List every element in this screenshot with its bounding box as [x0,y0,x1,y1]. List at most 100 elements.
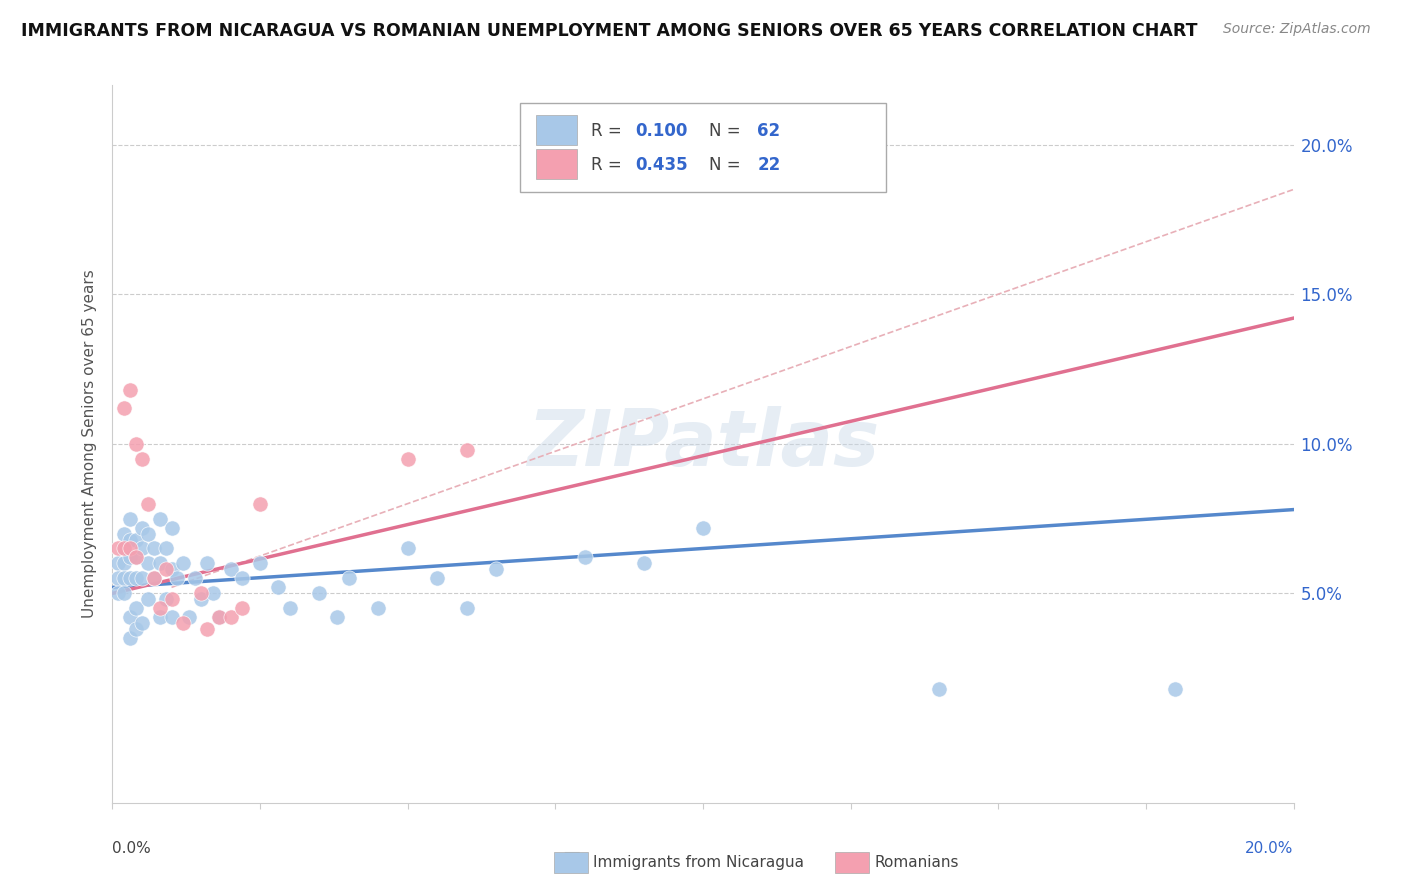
Point [149,557,172,571]
Text: □: □ [562,848,581,868]
Point [367,601,389,615]
Point [120,550,142,565]
Point [125,533,148,547]
Point [278,601,301,615]
Point [190,586,212,600]
Point [107,571,129,585]
Point [208,610,231,624]
Point [396,541,419,556]
Text: IMMIGRANTS FROM NICARAGUA VS ROMANIAN UNEMPLOYMENT AMONG SENIORS OVER 65 YEARS C: IMMIGRANTS FROM NICARAGUA VS ROMANIAN UN… [21,22,1198,40]
Point [149,511,172,525]
Point [155,562,177,576]
Text: Immigrants from Nicaragua: Immigrants from Nicaragua [593,855,804,870]
Text: 0.100: 0.100 [636,122,688,140]
Text: 0.0%: 0.0% [112,841,152,856]
Point [208,610,231,624]
Point [201,586,224,600]
Text: N =: N = [709,156,745,174]
Point [112,557,135,571]
Point [149,610,172,624]
Point [166,571,188,585]
Point [120,533,142,547]
Point [160,592,183,607]
Point [308,586,330,600]
Point [172,557,194,571]
Point [195,622,218,636]
Text: N =: N = [709,122,745,140]
Point [112,526,135,541]
Point [125,550,148,565]
Point [125,622,148,636]
Point [131,616,153,631]
Point [107,541,129,556]
Point [142,541,165,556]
Point [219,562,242,576]
Point [136,592,159,607]
Point [396,451,419,466]
Point [190,592,212,607]
Text: 20.0%: 20.0% [1246,841,1294,856]
Point [456,601,478,615]
Text: 0.435: 0.435 [636,156,689,174]
Point [125,601,148,615]
Point [142,571,165,585]
Point [160,610,183,624]
Point [160,520,183,534]
Point [249,497,271,511]
Point [231,571,253,585]
Point [120,541,142,556]
Point [219,610,242,624]
Point [155,592,177,607]
Point [485,562,508,576]
Point [136,497,159,511]
Point [633,557,655,571]
Point [267,581,290,595]
Point [179,610,201,624]
Point [337,571,360,585]
Point [184,571,207,585]
Point [155,541,177,556]
Point [107,557,129,571]
Text: 22: 22 [758,156,780,174]
Point [120,632,142,646]
Point [1164,682,1187,697]
Point [125,571,148,585]
Point [149,601,172,615]
FancyBboxPatch shape [537,149,576,178]
Point [426,571,449,585]
Point [112,571,135,585]
Point [120,383,142,397]
Point [125,436,148,450]
FancyBboxPatch shape [537,115,576,145]
Point [231,601,253,615]
Point [136,526,159,541]
Text: Source: ZipAtlas.com: Source: ZipAtlas.com [1223,22,1371,37]
Text: R =: R = [591,122,627,140]
Point [131,520,153,534]
Point [107,586,129,600]
Point [131,541,153,556]
Text: 62: 62 [758,122,780,140]
FancyBboxPatch shape [520,103,886,193]
Point [112,541,135,556]
Text: Romanians: Romanians [875,855,959,870]
Point [131,451,153,466]
Point [125,550,148,565]
Point [120,511,142,525]
Point [131,571,153,585]
Point [326,610,349,624]
Point [172,616,194,631]
Point [112,541,135,556]
Point [195,557,218,571]
Text: R =: R = [591,156,627,174]
Point [456,442,478,457]
Point [692,520,714,534]
Point [120,610,142,624]
Point [160,562,183,576]
Point [136,557,159,571]
Point [120,571,142,585]
Point [112,401,135,415]
Point [574,550,596,565]
Point [249,557,271,571]
Y-axis label: Unemployment Among Seniors over 65 years: Unemployment Among Seniors over 65 years [82,269,97,618]
